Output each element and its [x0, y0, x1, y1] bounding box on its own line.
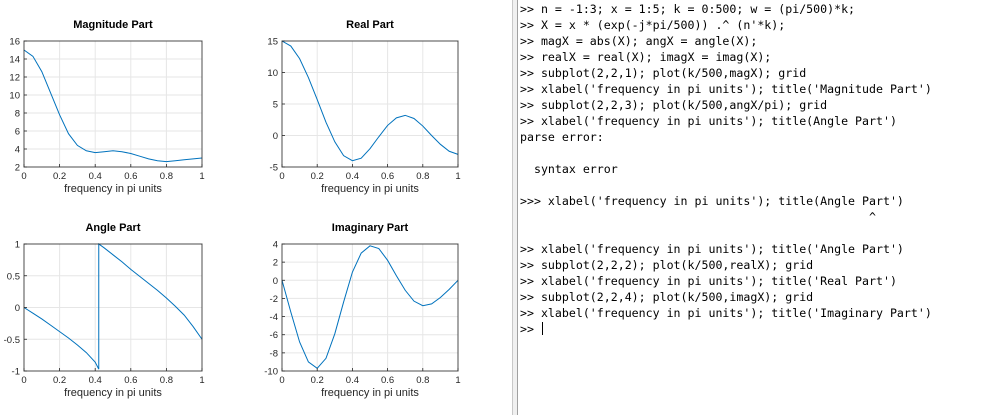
- x-tick-label: 0.2: [311, 171, 324, 182]
- y-tick-label: 4: [15, 145, 20, 156]
- console-line: >> subplot(2,2,2); plot(k/500,realX); gr…: [520, 258, 814, 272]
- x-tick-label: 0.2: [311, 375, 324, 386]
- y-tick-label: 0: [273, 131, 278, 142]
- x-tick-label: 1: [199, 171, 204, 182]
- console-line: >> xlabel('frequency in pi units'); titl…: [520, 242, 904, 256]
- console-line: parse error:: [520, 130, 604, 144]
- y-tick-label: -5: [270, 163, 278, 174]
- y-tick-label: 0: [273, 276, 278, 287]
- console-line: >> xlabel('frequency in pi units'); titl…: [520, 82, 932, 96]
- console-prompt: >>: [520, 322, 541, 336]
- subplot-axes[interactable]: 0 0.2 0.4 0.6 0.8 1 -1 -0.5 0 0.5 1 Angle Part frequ…: [4, 222, 205, 399]
- axes-border: [23, 40, 203, 168]
- console-line: >> subplot(2,2,1); plot(k/500,magX); gri…: [520, 66, 807, 80]
- axes-background: [281, 243, 459, 372]
- y-tick-label: -10: [264, 367, 278, 378]
- x-tick-label: 0.6: [124, 375, 137, 386]
- console-line: >> xlabel('frequency in pi units'); titl…: [520, 114, 897, 128]
- chart-title: Angle Part: [85, 222, 140, 234]
- console-line: [520, 177, 993, 193]
- x-tick-label: 0.6: [381, 171, 394, 182]
- x-tick-label: 0.4: [89, 375, 102, 386]
- y-tick-label: -1: [12, 367, 20, 378]
- y-tick-label: 4: [273, 240, 278, 251]
- x-tick-label: 0.6: [381, 375, 394, 386]
- x-tick-label: 1: [455, 375, 460, 386]
- console-line: >>> xlabel('frequency in pi units'); tit…: [520, 194, 904, 208]
- console-line: >> xlabel('frequency in pi units'); titl…: [520, 274, 897, 288]
- x-tick-label: 0.2: [53, 375, 66, 386]
- y-tick-label: -4: [270, 312, 278, 323]
- x-tick-label: 0.8: [160, 171, 173, 182]
- x-tick-label: 0: [279, 171, 284, 182]
- axes-border: [281, 243, 459, 372]
- console-line: >> X = x * (exp(-j*pi/500)) .^ (n'*k);: [520, 18, 786, 32]
- y-tick-label: -8: [270, 348, 278, 359]
- x-axis-label: frequency in pi units: [64, 387, 162, 399]
- subplot-axes[interactable]: 0 0.2 0.4 0.6 0.8 1 -10 -8 -6 -4 -2 0 2 4 Imaginary Pa…: [264, 222, 460, 399]
- y-tick-label: 16: [9, 37, 20, 48]
- y-tick-label: 10: [9, 91, 20, 102]
- y-tick-label: 2: [15, 163, 20, 174]
- y-tick-label: -2: [270, 294, 278, 305]
- y-tick-label: 12: [9, 73, 20, 84]
- console-line: [520, 145, 993, 161]
- text-cursor: [541, 322, 543, 335]
- console-line: >> subplot(2,2,3); plot(k/500,angX/pi); …: [520, 98, 828, 112]
- x-tick-label: 0.8: [416, 171, 429, 182]
- command-window[interactable]: >> n = -1:3; x = 1:5; k = 0:500; w = (pi…: [518, 0, 993, 415]
- chart-title: Magnitude Part: [73, 19, 153, 31]
- y-tick-label: 8: [15, 109, 20, 120]
- panel-splitter[interactable]: [512, 0, 518, 415]
- x-axis-label: frequency in pi units: [321, 183, 419, 195]
- command-window-text: >> n = -1:3; x = 1:5; k = 0:500; w = (pi…: [518, 0, 993, 337]
- y-tick-label: 15: [267, 37, 278, 48]
- x-tick-label: 0.4: [89, 171, 102, 182]
- y-tick-label: -6: [270, 330, 278, 341]
- console-line: >> subplot(2,2,4); plot(k/500,imagX); gr…: [520, 290, 814, 304]
- console-line: >> xlabel('frequency in pi units'); titl…: [520, 306, 932, 320]
- x-tick-label: 0.8: [416, 375, 429, 386]
- series-line: [281, 245, 459, 369]
- axes-background: [23, 40, 203, 168]
- y-tick-label: 5: [273, 100, 278, 111]
- console-line: >> realX = real(X); imagX = imag(X);: [520, 50, 772, 64]
- y-tick-label: 6: [15, 127, 20, 138]
- console-line: >> magX = abs(X); angX = angle(X);: [520, 34, 758, 48]
- y-tick-label: 0: [15, 303, 20, 314]
- y-tick-label: -0.5: [4, 335, 20, 346]
- x-tick-label: 0.8: [160, 375, 173, 386]
- series-line: [23, 243, 203, 370]
- console-prompt-line[interactable]: >>: [520, 321, 993, 337]
- x-axis-label: frequency in pi units: [321, 387, 419, 399]
- x-tick-label: 0.4: [346, 171, 359, 182]
- y-tick-label: 10: [267, 68, 278, 79]
- x-tick-label: 1: [455, 171, 460, 182]
- x-tick-label: 0.4: [346, 375, 359, 386]
- x-tick-label: 1: [199, 375, 204, 386]
- console-line: [520, 225, 993, 241]
- y-tick-label: 1: [15, 240, 20, 251]
- x-tick-label: 0: [279, 375, 284, 386]
- console-line: >> n = -1:3; x = 1:5; k = 0:500; w = (pi…: [520, 2, 856, 16]
- y-tick-label: 0.5: [7, 271, 20, 282]
- series-line: [281, 40, 459, 162]
- x-tick-label: 0: [21, 171, 26, 182]
- y-tick-label: 14: [9, 55, 20, 66]
- series-line: [23, 49, 203, 163]
- chart-title: Imaginary Part: [332, 222, 409, 234]
- console-line: ^: [520, 210, 876, 224]
- chart-title: Real Part: [346, 19, 394, 31]
- figure-window: 0 0.2 0.4 0.6 0.8 1 2 4 6 8 10 12 14 16 Magnitude Part…: [3, 19, 461, 399]
- console-line: syntax error: [520, 162, 618, 176]
- x-axis-label: frequency in pi units: [64, 183, 162, 195]
- y-tick-label: 2: [273, 258, 278, 269]
- x-tick-label: 0.6: [124, 171, 137, 182]
- x-tick-label: 0.2: [53, 171, 66, 182]
- x-tick-label: 0: [21, 375, 26, 386]
